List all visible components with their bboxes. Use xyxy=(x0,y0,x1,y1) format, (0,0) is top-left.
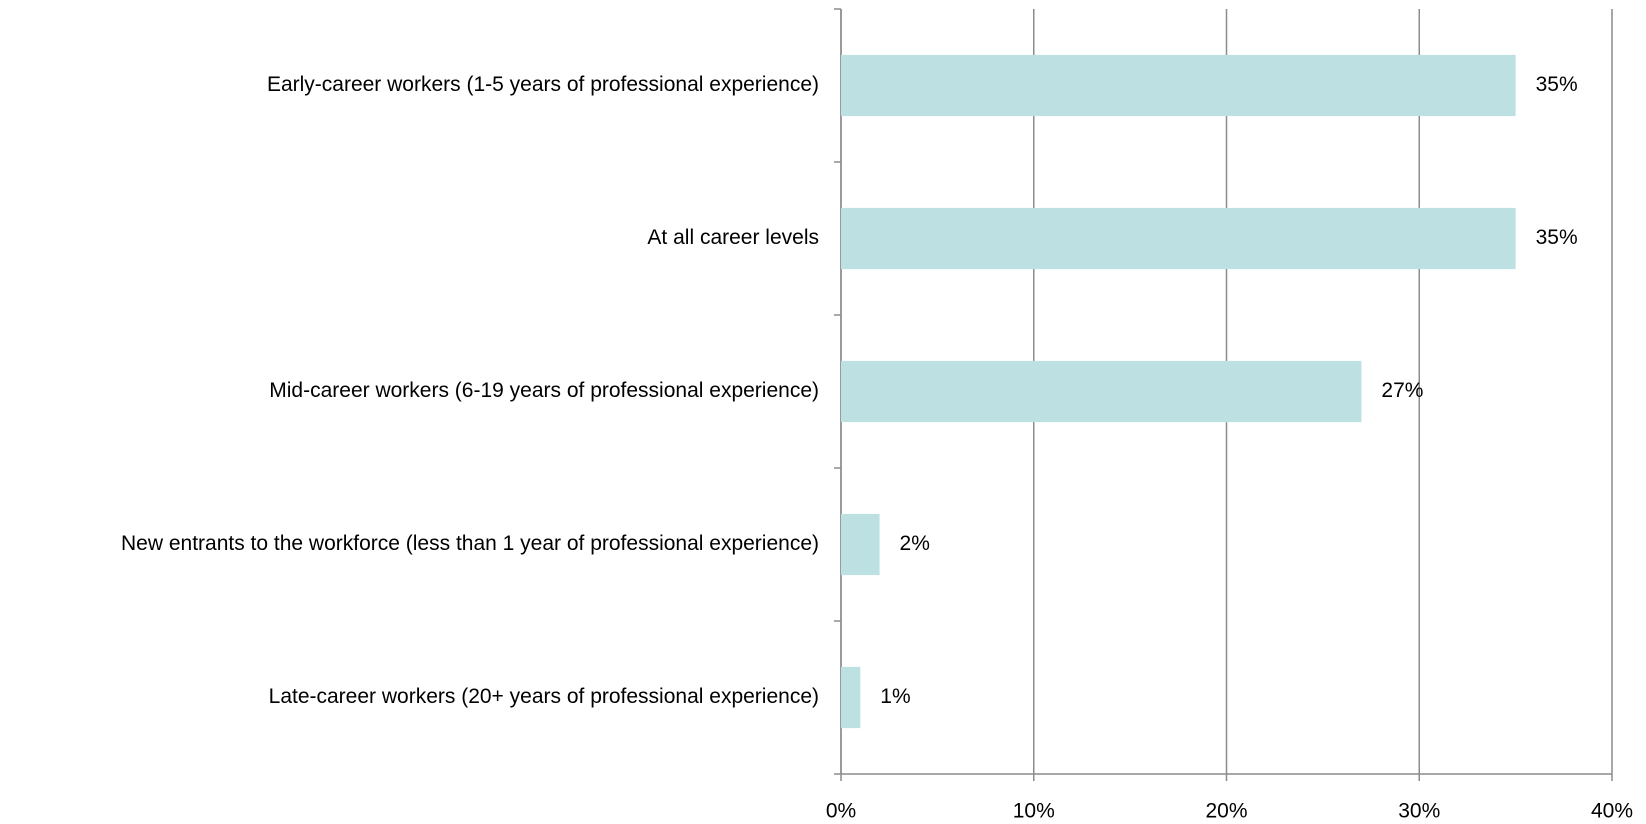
value-label: 27% xyxy=(1381,379,1423,402)
y-tick-label: At all career levels xyxy=(647,226,819,249)
y-tick-label: Mid-career workers (6-19 years of profes… xyxy=(269,379,819,402)
value-label: 35% xyxy=(1536,226,1578,249)
x-tick-label: 0% xyxy=(826,800,856,823)
x-tick-label: 20% xyxy=(1205,800,1247,823)
y-tick-label: Late-career workers (20+ years of profes… xyxy=(269,685,819,708)
bar xyxy=(841,54,1516,117)
value-label: 1% xyxy=(880,685,910,708)
bar xyxy=(841,666,861,729)
bar xyxy=(841,207,1516,270)
bar xyxy=(841,360,1362,423)
x-tick-label: 30% xyxy=(1398,800,1440,823)
bar xyxy=(841,513,880,576)
value-label: 35% xyxy=(1536,73,1578,96)
x-tick-label: 40% xyxy=(1591,800,1633,823)
y-tick-label: New entrants to the workforce (less than… xyxy=(121,532,819,555)
y-tick-label: Early-career workers (1-5 years of profe… xyxy=(267,73,819,96)
x-tick-label: 10% xyxy=(1013,800,1055,823)
value-label: 2% xyxy=(900,532,930,555)
